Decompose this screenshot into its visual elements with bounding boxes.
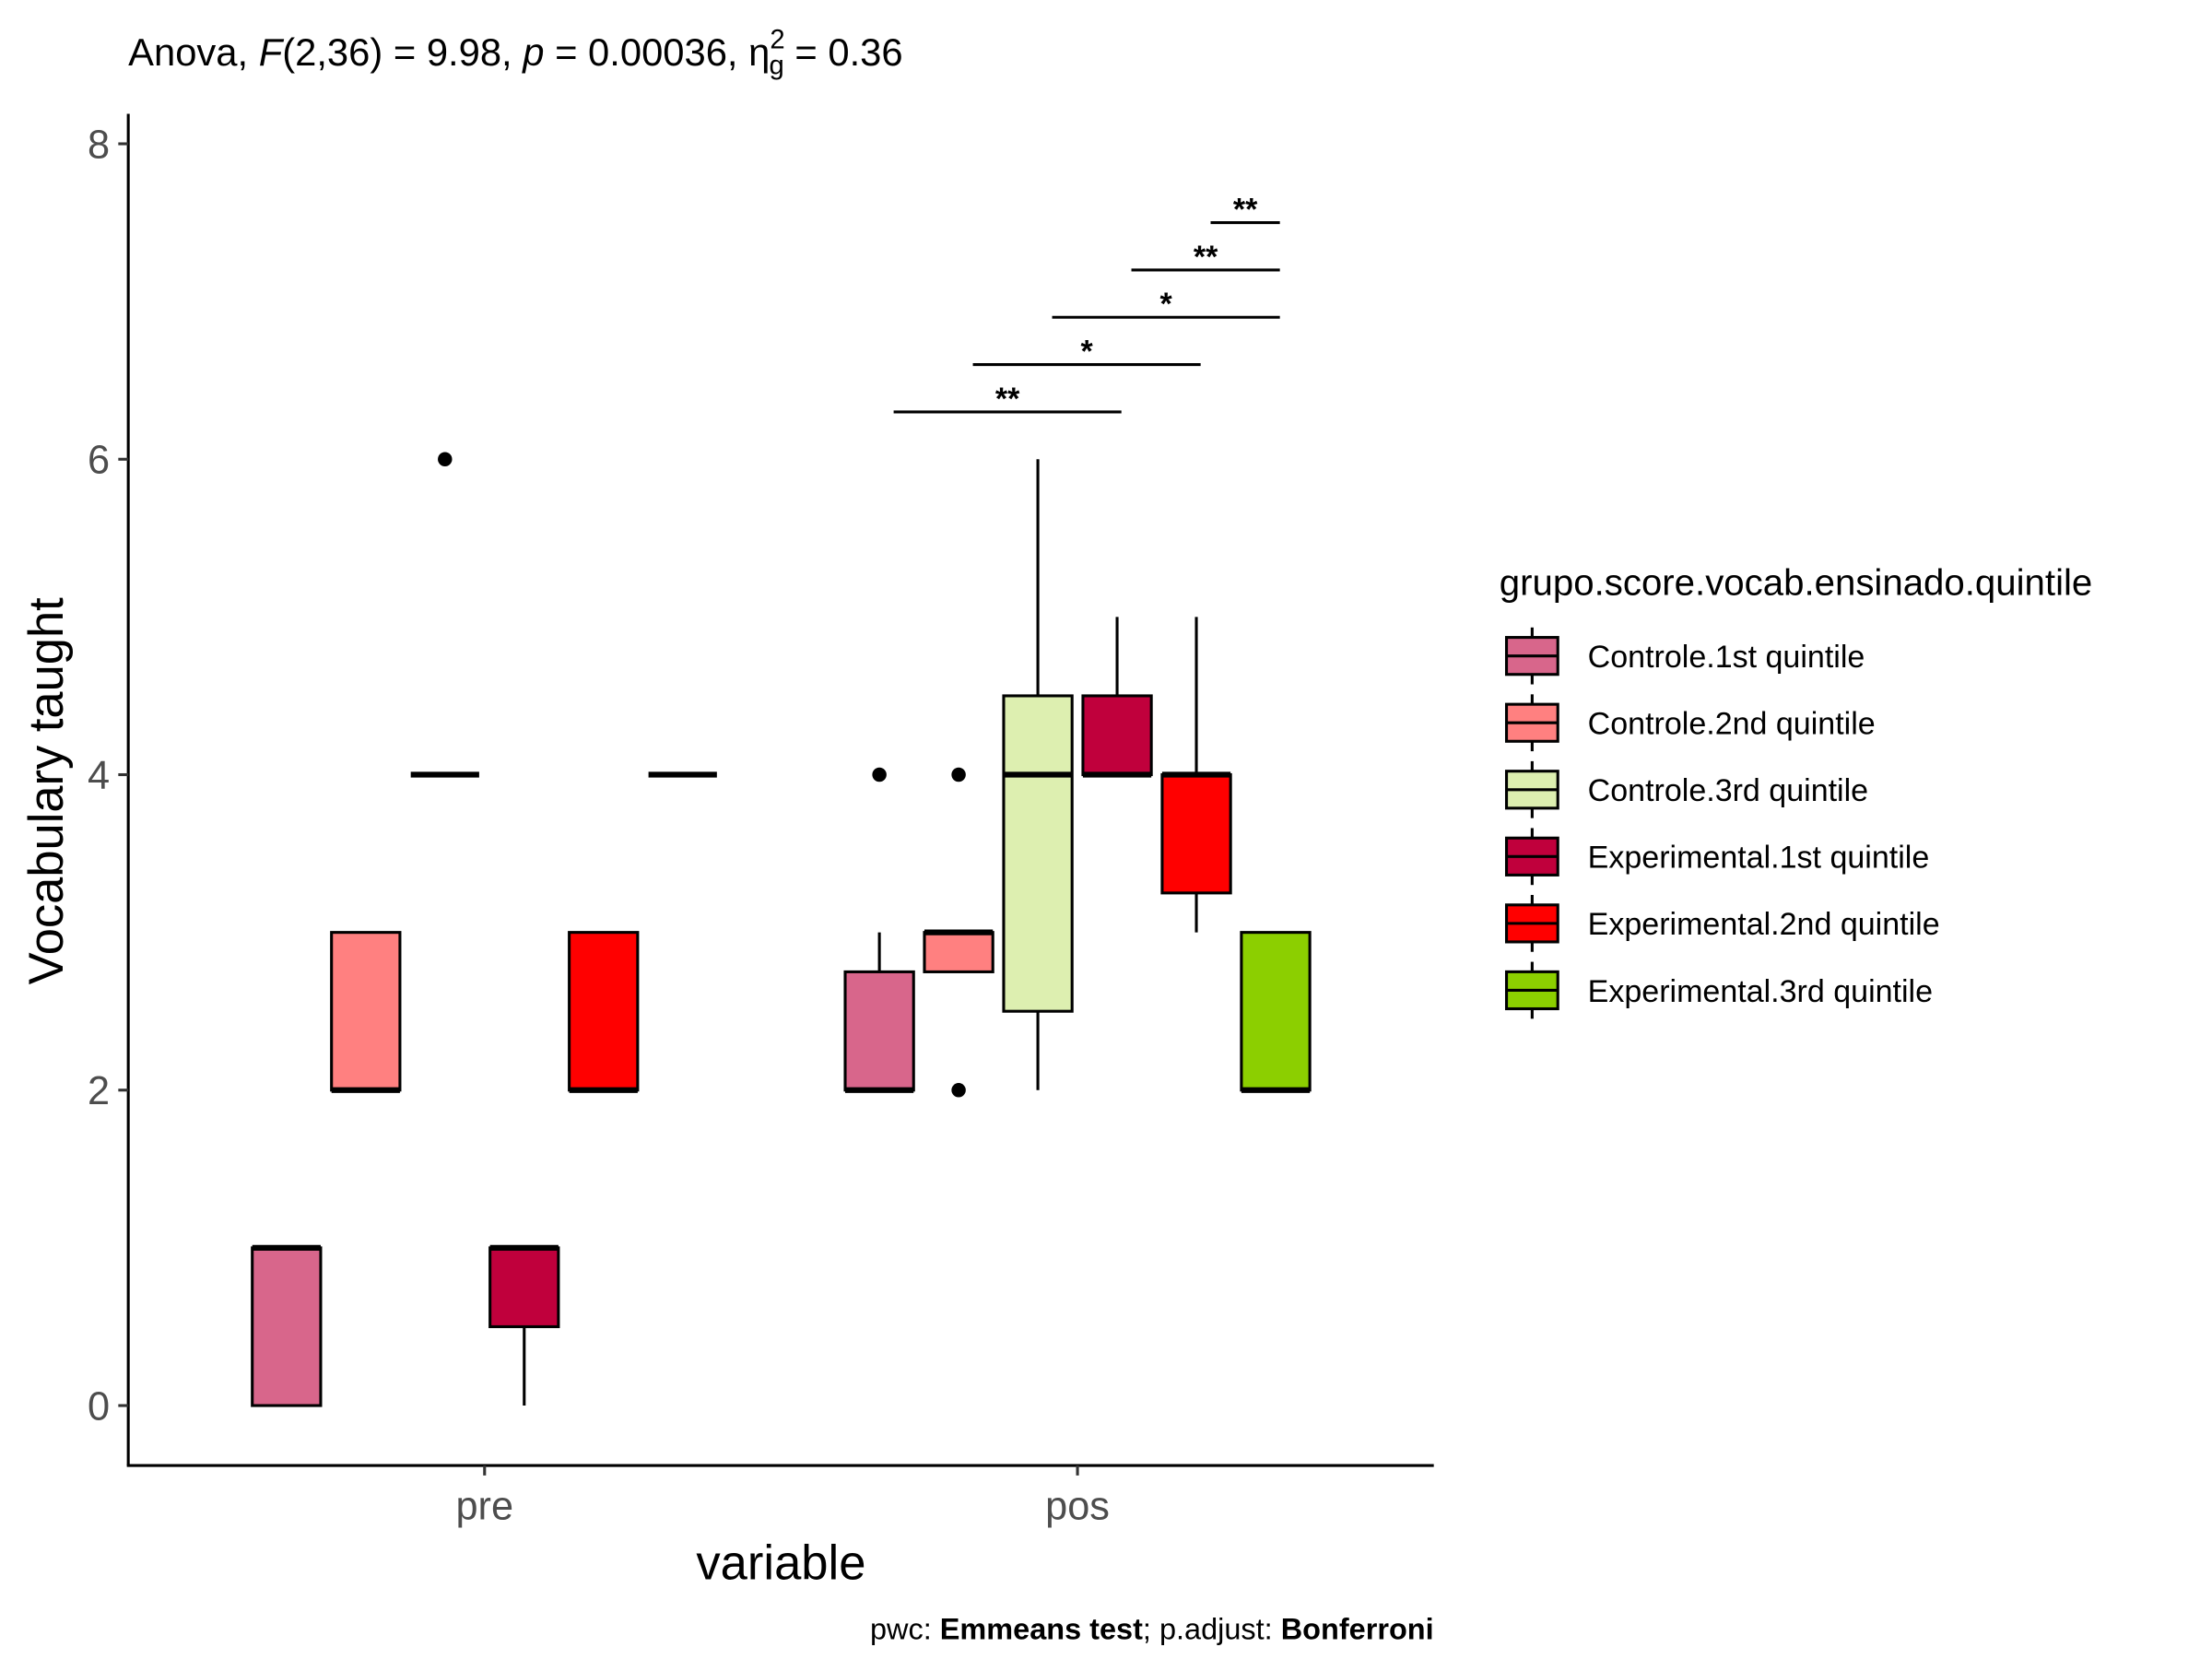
box: [1081, 694, 1153, 777]
text-segment: = 0.00036, η: [544, 30, 770, 74]
text-segment: ; p.adjust:: [1143, 1612, 1281, 1645]
box: [843, 970, 915, 1092]
significance-label: **: [1233, 193, 1258, 228]
text-segment: F: [259, 30, 285, 74]
legend-label: Controle.2nd quintile: [1588, 707, 1876, 742]
legend-label: Experimental.2nd quintile: [1588, 907, 1940, 942]
y-axis-label: Vocabulary taught: [19, 597, 74, 984]
text-segment: p: [521, 30, 544, 74]
box: [1002, 694, 1074, 1013]
significance-label: **: [995, 382, 1020, 417]
x-axis-label: variable: [696, 1536, 865, 1591]
outlier: [951, 767, 966, 782]
text-segment: pwc:: [870, 1612, 940, 1645]
significance-label: **: [1194, 240, 1218, 275]
caption: pwc: Emmeans test; p.adjust: Bonferroni: [870, 1612, 1434, 1645]
text-segment: g: [770, 51, 784, 80]
legend-label: Controle.3rd quintile: [1588, 773, 1868, 808]
significance-label: *: [1081, 335, 1094, 370]
x-tick-label: pos: [1045, 1485, 1110, 1529]
legend-label: Controle.1st quintile: [1588, 640, 1865, 675]
y-tick-label: 0: [88, 1384, 110, 1429]
text-segment: Bonferroni: [1281, 1612, 1434, 1645]
chart-title: Anova, F(2,36) = 9.98, p = 0.00036, η2 g …: [128, 26, 902, 81]
legend-label: Experimental.3rd quintile: [1588, 974, 1933, 1009]
y-tick-label: 6: [88, 439, 110, 483]
outlier: [872, 767, 887, 782]
outlier: [951, 1083, 966, 1098]
outlier: [438, 452, 453, 466]
y-tick-label: 2: [88, 1069, 110, 1113]
y-tick-label: 4: [88, 754, 110, 798]
x-tick-label: pre: [455, 1485, 513, 1529]
box: [1160, 772, 1232, 895]
box: [923, 931, 994, 973]
text-segment: = 0.36: [784, 30, 903, 74]
y-tick-label: 8: [88, 123, 110, 167]
box: [251, 1246, 323, 1407]
box: [568, 931, 640, 1092]
box: [330, 931, 402, 1092]
box: [488, 1246, 560, 1329]
significance-label: *: [1159, 287, 1172, 322]
legend-label: Experimental.1st quintile: [1588, 841, 1930, 876]
box: [1240, 931, 1312, 1092]
text-segment: 2: [770, 26, 784, 55]
text-segment: (2,36) = 9.98,: [282, 30, 523, 74]
text-segment: Anova,: [128, 30, 259, 74]
legend-title: grupo.score.vocab.ensinado.quintile: [1500, 561, 2092, 603]
text-segment: Emmeans test: [940, 1612, 1143, 1645]
